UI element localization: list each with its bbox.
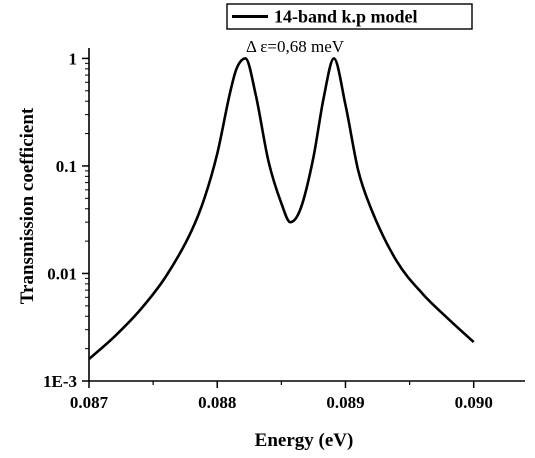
peak-separation-annotation: Δ ε=0,68 meV (246, 37, 345, 56)
y-tick-label: 1E-3 (43, 372, 77, 391)
axes (88, 48, 525, 382)
legend: 14-band k.p model (226, 3, 473, 30)
x-axis-title: Energy (eV) (255, 430, 354, 451)
x-tick-label: 0.089 (326, 393, 364, 412)
x-tick-label: 0.087 (70, 393, 109, 412)
y-tick-label: 0.01 (47, 264, 77, 283)
y-tick-label: 1 (69, 49, 78, 68)
y-axis-title: Transmission coefficient (17, 107, 38, 304)
tick-labels: 0.087 0.088 0.089 0.090 1E-3 0.01 0.1 1 (43, 49, 493, 412)
series-line-group (88, 57, 475, 361)
ticks (82, 57, 475, 388)
y-tick-label: 0.1 (56, 157, 77, 176)
legend-label: 14-band k.p model (274, 7, 418, 27)
x-tick-label: 0.090 (455, 393, 493, 412)
x-tick-label: 0.088 (198, 393, 236, 412)
series-line-14-band-kp-model (88, 57, 475, 361)
